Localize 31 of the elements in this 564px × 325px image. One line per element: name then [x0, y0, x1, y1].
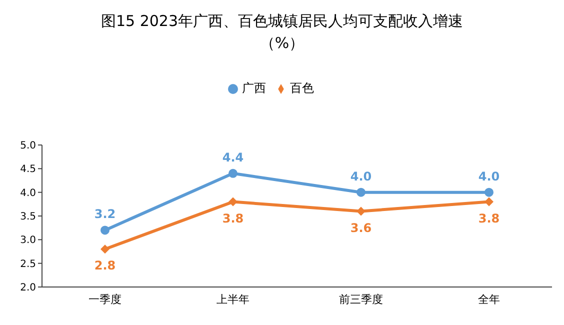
point: [228, 168, 238, 178]
x-tick-label: 上半年: [216, 292, 250, 306]
point: [100, 244, 110, 254]
legend-label: 百色: [290, 81, 314, 95]
data-label: 3.6: [350, 220, 372, 235]
x-tick-label: 前三季度: [339, 292, 383, 306]
data-label: 4.0: [478, 169, 500, 184]
data-label: 3.8: [222, 211, 244, 226]
y-tick-label: 2.0: [20, 282, 36, 294]
data-label: 3.8: [478, 211, 500, 226]
data-label: 4.0: [350, 169, 372, 184]
point: [484, 197, 494, 206]
y-tick-label: 5.0: [20, 140, 36, 152]
x-tick-label: 全年: [478, 292, 500, 306]
y-tick-label: 3.5: [20, 212, 36, 223]
chart-title: 图15 2023年广西、百色城镇居民人均可支配收入增速: [100, 11, 464, 32]
y-tick-label: 2.5: [20, 258, 36, 270]
y-tick-label: 4.5: [20, 164, 36, 176]
legend-label: 广西: [242, 81, 266, 95]
y-tick-label: 3.0: [20, 235, 36, 246]
data-label: 3.2: [94, 207, 116, 222]
data-label: 2.8: [94, 258, 116, 273]
point: [100, 226, 110, 235]
y-tick-label: 4.0: [20, 188, 36, 199]
point: [484, 188, 494, 197]
data-label: 4.4: [222, 150, 244, 164]
point: [228, 197, 238, 206]
chart-subtitle: （%）: [258, 33, 306, 54]
point: [356, 188, 366, 197]
point: [356, 206, 366, 216]
x-tick-label: 一季度: [88, 292, 122, 306]
